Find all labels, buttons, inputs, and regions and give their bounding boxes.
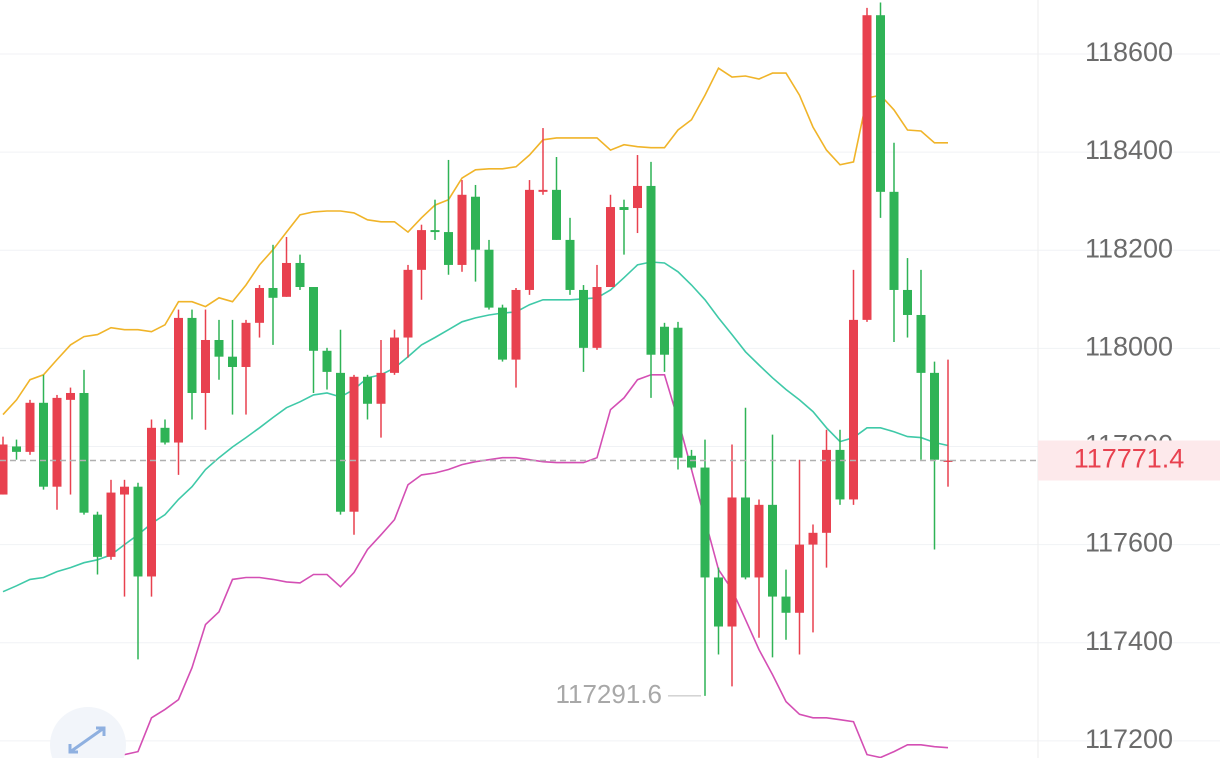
band-line — [124, 374, 949, 758]
candle-body — [160, 427, 170, 443]
candle-body — [525, 189, 534, 290]
candle-body — [457, 194, 467, 265]
candle-body — [349, 376, 359, 512]
candle-body — [943, 460, 953, 462]
candle-body — [25, 402, 35, 452]
candle-body — [606, 207, 615, 288]
candle-body — [417, 230, 426, 270]
candle-body — [214, 339, 224, 357]
candle-body — [201, 339, 210, 393]
candle-body — [471, 196, 480, 250]
candle-body — [849, 319, 858, 500]
candle-body — [484, 249, 494, 308]
candle-body — [498, 307, 507, 360]
candle-body — [39, 402, 48, 487]
last-price-box — [1038, 440, 1220, 481]
candle-body — [295, 262, 305, 288]
candle-body — [619, 207, 629, 210]
band-line — [2, 261, 949, 593]
overlay: 117291.6 117771.4 — [0, 440, 1220, 709]
low-label: 117291.6 — [555, 679, 662, 709]
candle-body — [700, 467, 710, 578]
candle-body — [93, 514, 102, 557]
zoom-icon[interactable] — [68, 726, 106, 754]
candle-body — [444, 232, 453, 265]
candle-body — [835, 449, 845, 500]
candle-body — [66, 392, 75, 400]
candle-body — [889, 191, 899, 290]
candle-body — [862, 15, 872, 320]
candle-body — [52, 397, 62, 487]
candles — [0, 2, 953, 696]
candle-body — [646, 185, 656, 355]
candle-body — [808, 532, 818, 545]
candle-body — [376, 372, 386, 404]
y-tick-label: 118200 — [1085, 233, 1173, 263]
candle-body — [633, 185, 642, 209]
candle-body — [687, 455, 696, 468]
candle-body — [903, 289, 912, 315]
candle-body — [768, 504, 777, 597]
candle-body — [187, 317, 197, 393]
y-tick-label: 117200 — [1085, 724, 1173, 754]
candle-body — [579, 289, 588, 348]
candle-body — [0, 444, 8, 495]
candle-body — [930, 372, 939, 460]
candle-body — [322, 350, 332, 372]
candle-body — [228, 356, 237, 367]
candle-body — [781, 596, 791, 613]
candle-body — [79, 392, 89, 513]
y-tick-label: 117400 — [1085, 626, 1173, 656]
y-tick-label: 118000 — [1085, 331, 1173, 361]
candle-body — [120, 486, 129, 495]
candle-body — [430, 230, 440, 233]
candle-body — [795, 544, 804, 613]
candle-body — [241, 322, 251, 367]
candle-body — [916, 314, 926, 373]
candle-body — [741, 497, 750, 578]
candle-body — [552, 189, 561, 240]
candle-body — [822, 449, 831, 533]
candle-body — [390, 337, 399, 373]
candle-body — [309, 287, 318, 351]
y-tick-label: 118400 — [1085, 135, 1173, 165]
candle-body — [592, 287, 602, 348]
candle-body — [876, 15, 885, 192]
bands — [2, 67, 949, 758]
candle-body — [403, 269, 413, 338]
candle-body — [336, 372, 345, 512]
candle-body — [106, 492, 116, 557]
y-tick-label: 117600 — [1085, 528, 1173, 558]
zoom-circle[interactable] — [50, 707, 126, 758]
candle-body — [268, 287, 278, 298]
candle-body — [511, 289, 521, 360]
zoom-button[interactable] — [50, 707, 126, 758]
candle-body — [727, 497, 737, 627]
candle-body — [660, 326, 669, 355]
candle-body — [133, 486, 143, 577]
candle-body — [12, 446, 21, 452]
candle-body — [363, 376, 372, 404]
candle-body — [565, 239, 575, 290]
y-tick-label: 118600 — [1085, 37, 1173, 67]
band-line — [2, 67, 948, 416]
candle-body — [174, 317, 183, 443]
last-price-label: 117771.4 — [1074, 444, 1185, 474]
candle-body — [754, 504, 764, 578]
candle-body — [673, 327, 683, 458]
candle-body — [147, 427, 156, 577]
candle-body — [282, 262, 291, 297]
candle-body — [714, 577, 723, 627]
candle-body — [255, 287, 264, 323]
candle-body — [538, 189, 548, 192]
